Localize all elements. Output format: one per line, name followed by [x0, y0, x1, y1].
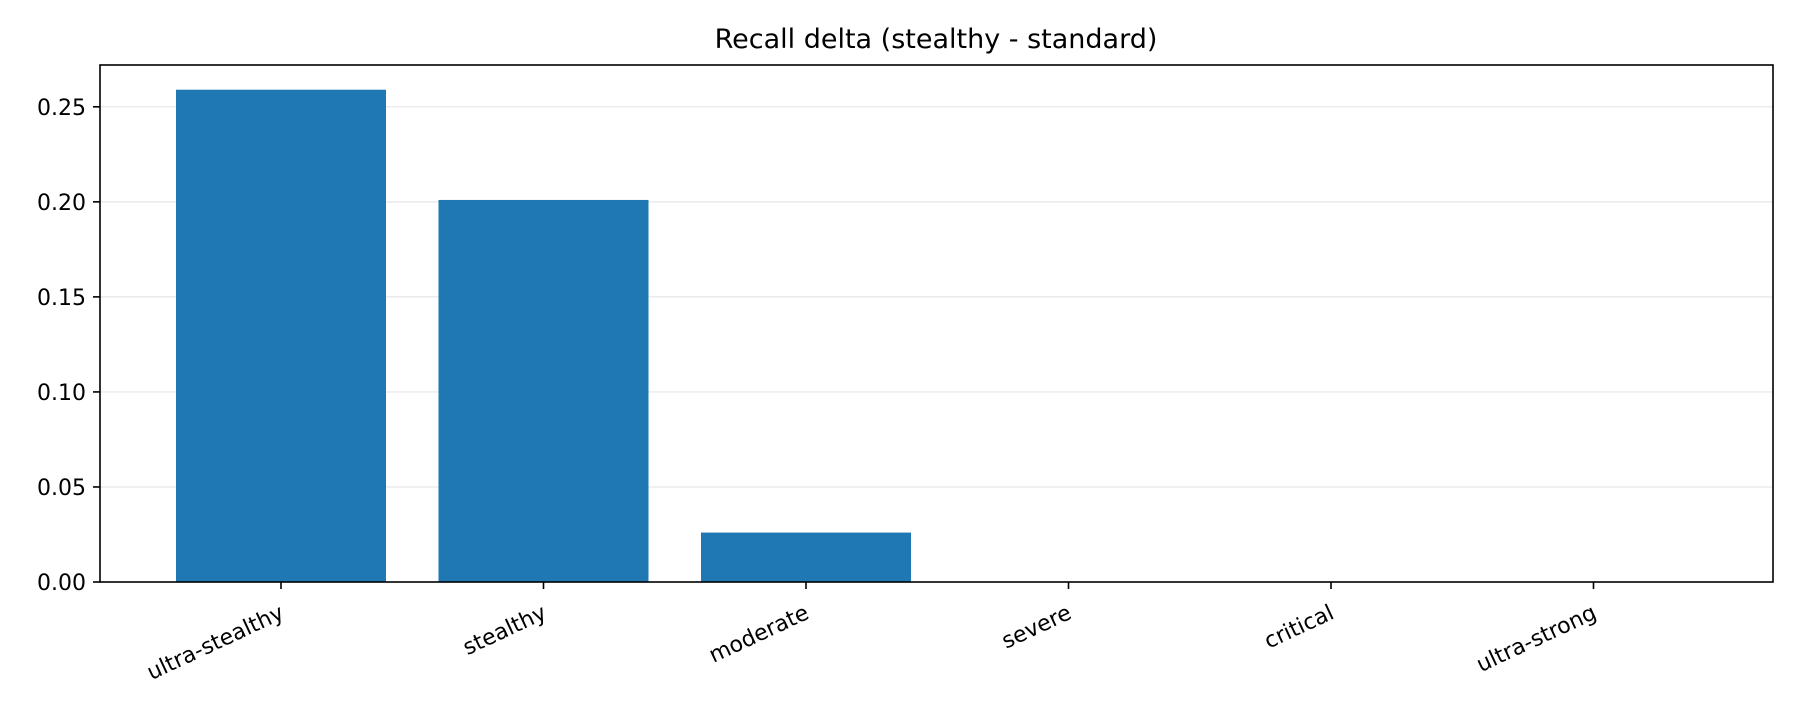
x-axis: ultra-stealthy stealthy moderate severe crit… [143, 582, 1600, 686]
y-tick-label: 0.15 [37, 286, 86, 311]
bars [176, 89, 911, 582]
x-tick-label: ultra-strong [1473, 601, 1601, 678]
x-tick-label: severe [998, 601, 1075, 655]
bar-moderate [701, 532, 911, 582]
x-tick-label: critical [1261, 601, 1338, 655]
y-tick-label: 0.05 [37, 476, 86, 501]
y-axis: 0.00 0.05 0.10 0.15 0.20 0.25 [37, 96, 100, 596]
y-tick-label: 0.20 [37, 191, 86, 216]
x-tick-label: stealthy [459, 601, 550, 661]
bar-ultra-stealthy [176, 89, 386, 582]
chart-title: Recall delta (stealthy - standard) [715, 24, 1158, 55]
bar-stealthy [438, 199, 649, 582]
plot-frame [99, 64, 1774, 583]
y-tick-label: 0.00 [37, 571, 86, 596]
x-tick-label: moderate [705, 601, 813, 669]
y-tick-label: 0.10 [37, 381, 86, 406]
x-tick-label: ultra-stealthy [143, 601, 288, 686]
y-tick-label: 0.25 [37, 96, 86, 121]
